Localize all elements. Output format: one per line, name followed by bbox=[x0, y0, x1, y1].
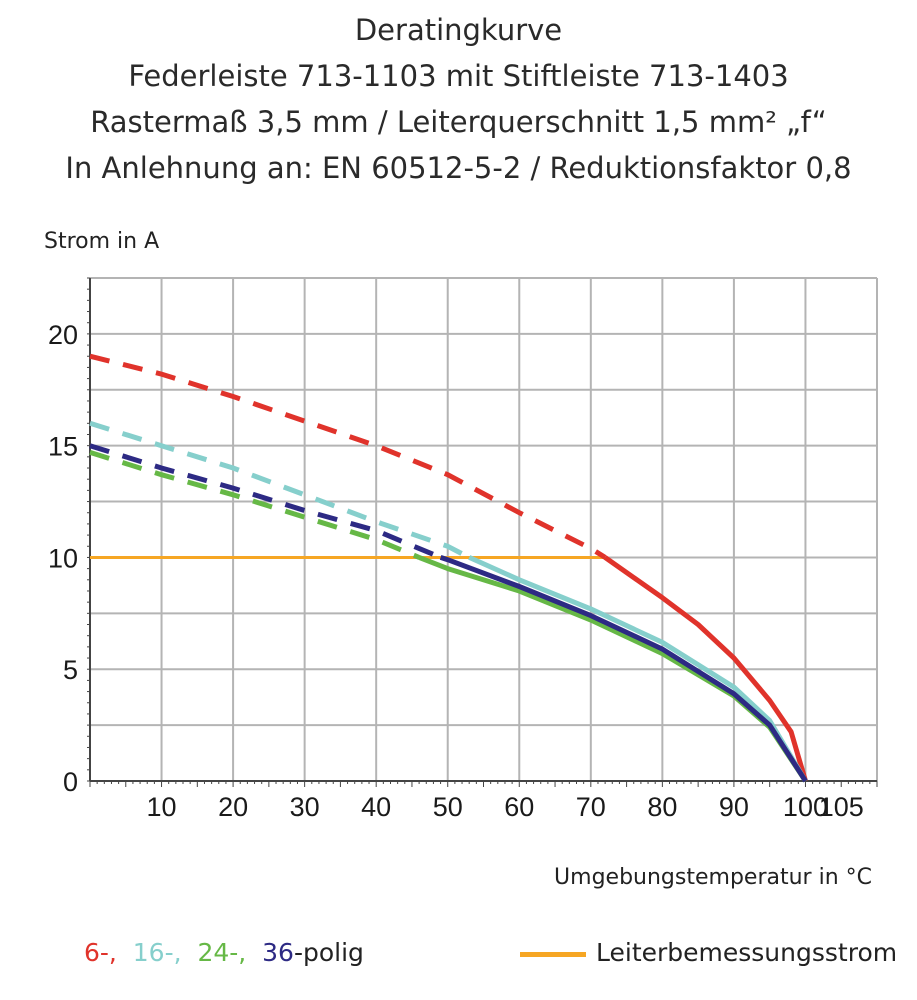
legend-reference: Leiterbemessungsstrom bbox=[520, 938, 897, 967]
legend-series: 6-, 16-, 24-, 36-polig bbox=[84, 938, 364, 967]
y-tick-label: 0 bbox=[63, 767, 78, 797]
series-36polig-solid-line bbox=[439, 555, 808, 783]
legend-6-polig: 6-, bbox=[84, 938, 117, 967]
x-axis-label: Umgebungstemperatur in °C bbox=[554, 865, 872, 890]
y-tick-label: 15 bbox=[48, 432, 78, 462]
x-tick-label: 10 bbox=[147, 792, 177, 822]
x-tick-label: 90 bbox=[719, 792, 749, 822]
legend-orange-line-swatch bbox=[520, 951, 586, 957]
x-tick-label: 30 bbox=[290, 792, 320, 822]
chart-title-line-2: Federleiste 713-1103 mit Stiftleiste 713… bbox=[128, 59, 789, 93]
y-tick-label: 5 bbox=[63, 655, 78, 685]
x-tick-label: 20 bbox=[218, 792, 248, 822]
series-16-dashed-line bbox=[89, 420, 471, 560]
series-36polig-dashed-line bbox=[89, 443, 442, 560]
chart-title-line-4: In Anlehnung an: EN 60512-5-2 / Reduktio… bbox=[65, 151, 852, 185]
x-tick-label: 40 bbox=[361, 792, 391, 822]
series-24-dashed-line bbox=[89, 450, 421, 560]
x-tick-label: 100 bbox=[783, 792, 828, 822]
series-16-solid-line bbox=[468, 555, 808, 783]
legend-reference-label: Leiterbemessungsstrom bbox=[596, 938, 898, 967]
legend-16-polig: 16-, bbox=[132, 938, 182, 967]
legend-polig-suffix: -polig bbox=[293, 938, 364, 967]
y-tick-label: 20 bbox=[48, 320, 78, 350]
chart-title-line-1: Deratingkurve bbox=[354, 13, 563, 47]
legend-24-polig: 24-, bbox=[197, 938, 247, 967]
series-6-dashed-line bbox=[89, 353, 607, 560]
x-tick-label: 50 bbox=[433, 792, 463, 822]
y-axis-label: Strom in A bbox=[44, 229, 159, 254]
legend-36-polig: 36 bbox=[262, 938, 294, 967]
series-6-solid-line bbox=[603, 555, 808, 782]
x-tick-label: 60 bbox=[504, 792, 534, 822]
y-tick-label: 10 bbox=[48, 543, 78, 573]
x-tick-label: 70 bbox=[576, 792, 606, 822]
x-tick-label: 105 bbox=[819, 792, 864, 822]
chart-title-line-3: Rastermaß 3,5 mm / Leiterquerschnitt 1,5… bbox=[90, 105, 827, 139]
x-tick-label: 80 bbox=[647, 792, 677, 822]
